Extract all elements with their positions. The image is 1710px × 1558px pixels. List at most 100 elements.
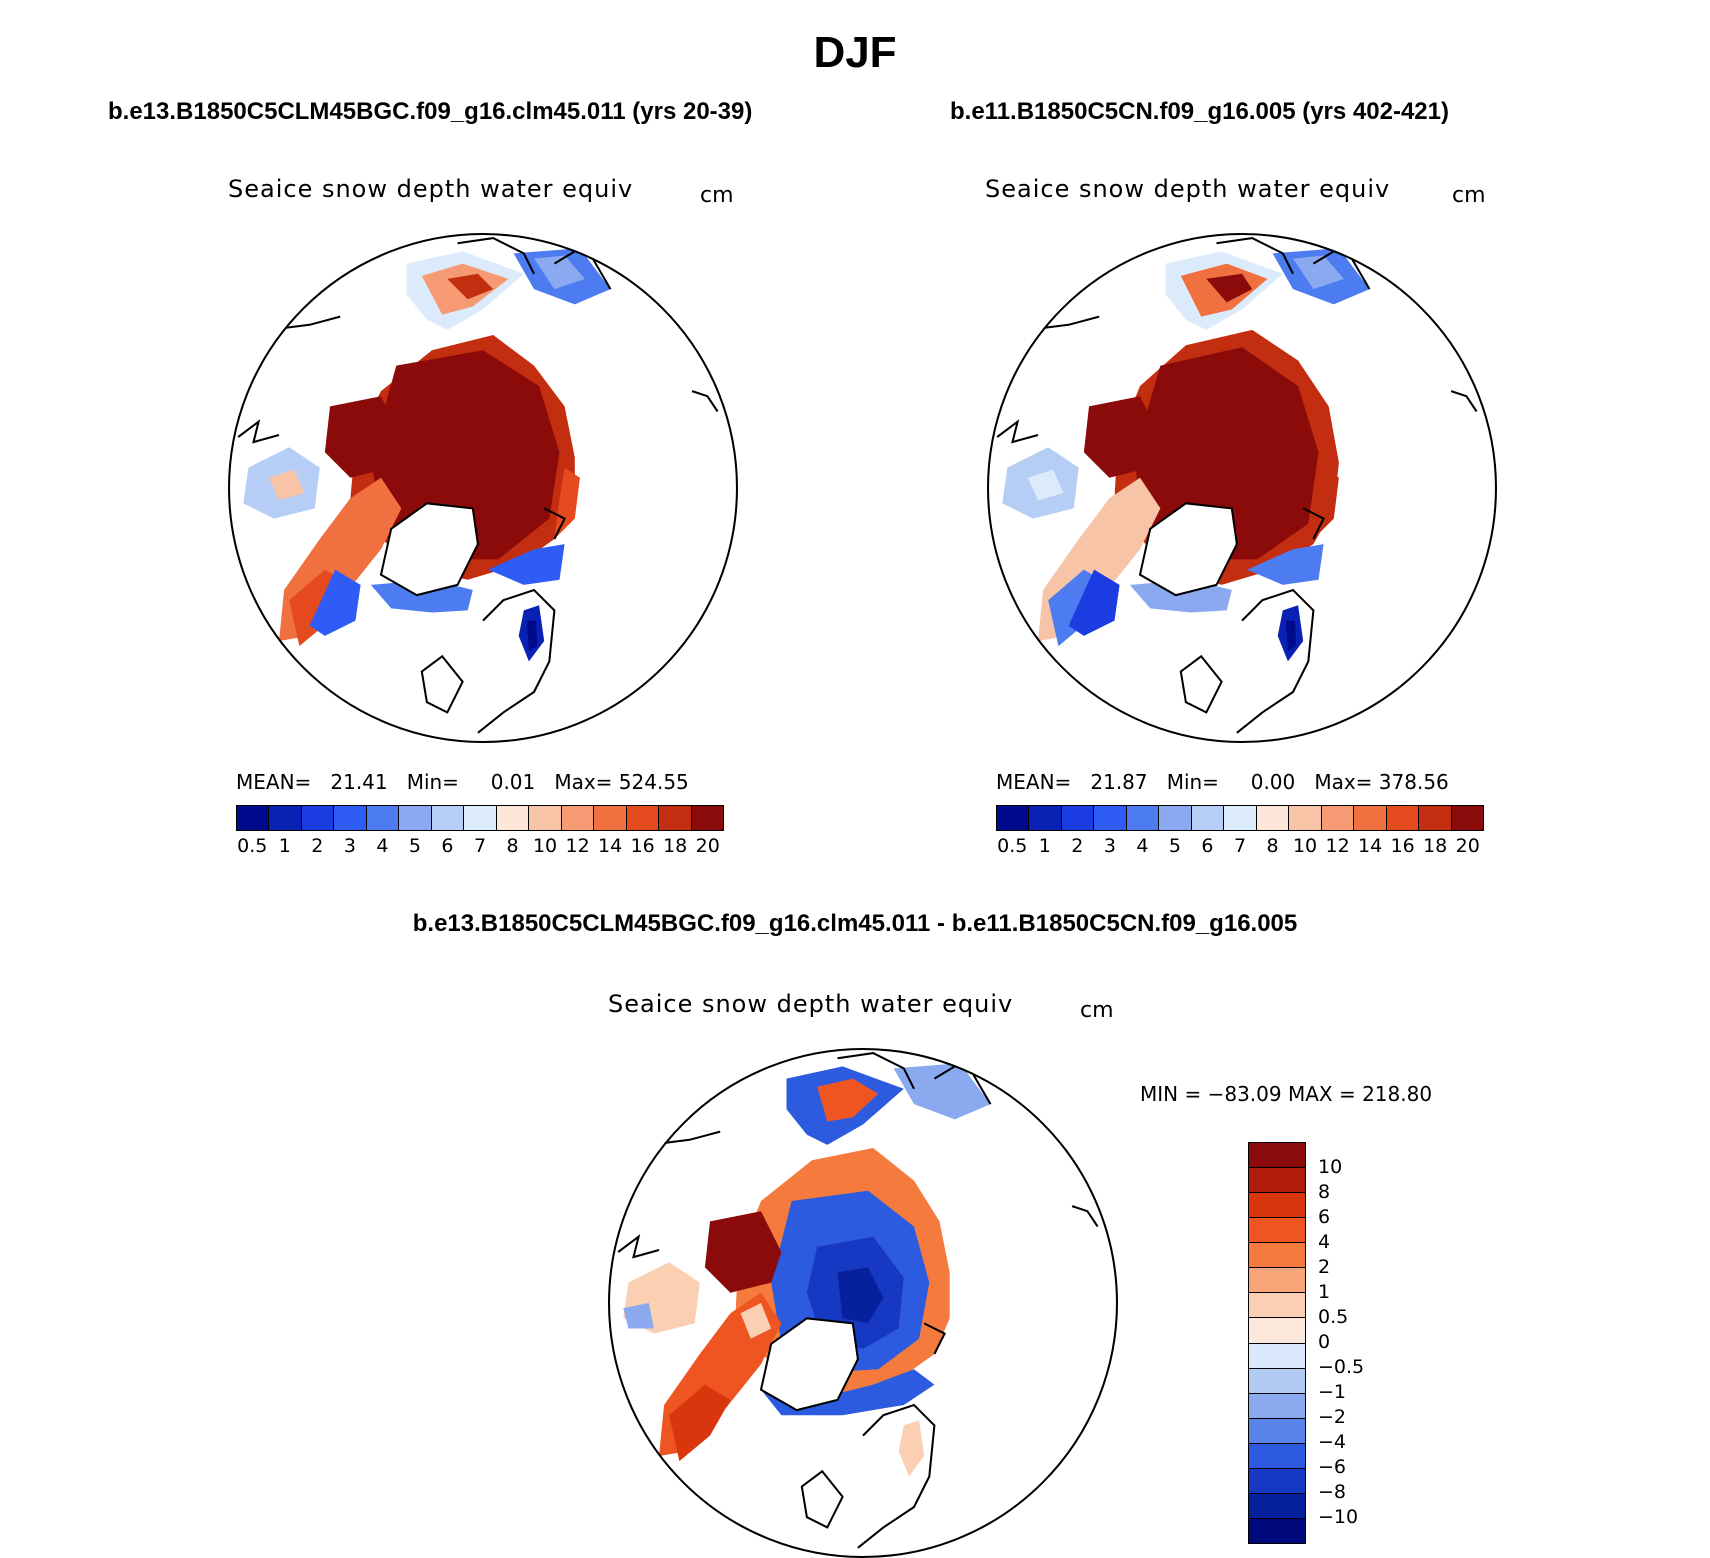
right-stats: MEAN= 21.87 Min= 0.00 Max= 378.56 xyxy=(996,770,1449,794)
colorbar-label: 4 xyxy=(376,835,389,857)
colorbar-swatch xyxy=(431,806,465,830)
colorbar-swatch xyxy=(1249,1318,1305,1344)
colorbar-label: 4 xyxy=(1136,835,1149,857)
colorbar-swatch xyxy=(1094,806,1127,830)
page-title: DJF xyxy=(813,28,897,77)
right-case-title: b.e11.B1850C5CN.f09_g16.005 (yrs 402-421… xyxy=(950,98,1449,125)
colorbar-label: 7 xyxy=(1233,835,1247,857)
colorbar-label: 6 xyxy=(1318,1206,1331,1228)
colorbar-swatch xyxy=(1386,806,1420,830)
colorbar-swatch xyxy=(626,806,660,830)
colorbar-label: 10 xyxy=(1318,1156,1343,1178)
colorbar-swatch xyxy=(1249,1168,1305,1194)
colorbar-swatch xyxy=(561,806,595,830)
colorbar-swatch xyxy=(334,806,367,830)
colorbar-swatch xyxy=(366,806,400,830)
colorbar-label: 3 xyxy=(343,835,356,857)
colorbar-swatch xyxy=(691,806,724,830)
colorbar-swatch xyxy=(1321,806,1355,830)
colorbar-label: 10 xyxy=(1292,835,1318,857)
colorbar-swatch xyxy=(464,806,497,830)
colorbar-swatch xyxy=(1249,1418,1305,1444)
colorbar-label: 8 xyxy=(1318,1181,1331,1203)
colorbar-swatch xyxy=(1249,1493,1305,1519)
left-stats: MEAN= 21.41 Min= 0.01 Max= 524.55 xyxy=(236,770,689,794)
colorbar-label: −1 xyxy=(1318,1381,1347,1403)
colorbar-swatch xyxy=(237,806,270,830)
colorbar-swatch xyxy=(997,806,1030,830)
colorbar-label: 18 xyxy=(1423,835,1448,857)
colorbar-swatch xyxy=(1249,1518,1305,1543)
colorbar-swatch xyxy=(1249,1443,1305,1469)
colorbar-swatch xyxy=(529,806,562,830)
colorbar-label: −0.5 xyxy=(1318,1356,1365,1378)
left-variable-title: Seaice snow depth water equiv xyxy=(228,175,634,203)
colorbar-label: 0 xyxy=(1318,1331,1331,1353)
colorbar-swatch xyxy=(1289,806,1322,830)
colorbar-swatch xyxy=(659,806,692,830)
right-units: cm xyxy=(1452,183,1486,208)
colorbar-swatch xyxy=(594,806,627,830)
colorbar-swatch xyxy=(1126,806,1160,830)
colorbar-label: 8 xyxy=(1266,835,1279,857)
colorbar-label: 14 xyxy=(1358,835,1383,857)
diff-units: cm xyxy=(1080,998,1114,1023)
colorbar-label: 12 xyxy=(1325,835,1350,857)
right-polar-map xyxy=(987,232,1497,743)
colorbar-label: −10 xyxy=(1318,1506,1359,1528)
left-colorbar xyxy=(236,805,724,831)
diff-polar-map xyxy=(608,1048,1118,1558)
colorbar-swatch xyxy=(1249,1293,1305,1319)
left-colorbar-labels: 0.5 1 2 3 4 5 6 7 8 10 12 14 16 18 20 xyxy=(236,835,724,859)
left-units: cm xyxy=(700,183,734,208)
colorbar-label: 0.5 xyxy=(997,835,1028,857)
colorbar-swatch xyxy=(1029,806,1062,830)
colorbar-label: −8 xyxy=(1318,1481,1347,1503)
left-case-title: b.e13.B1850C5CLM45BGC.f09_g16.clm45.011 … xyxy=(108,98,753,125)
colorbar-swatch xyxy=(1249,1268,1305,1294)
colorbar-label: 5 xyxy=(1168,835,1181,857)
colorbar-label: 0.5 xyxy=(237,835,268,857)
colorbar-swatch xyxy=(1224,806,1257,830)
colorbar-swatch xyxy=(1249,1193,1305,1219)
colorbar-label: 1 xyxy=(1318,1281,1331,1303)
colorbar-swatch xyxy=(269,806,302,830)
right-colorbar xyxy=(996,805,1484,831)
colorbar-label: 18 xyxy=(663,835,688,857)
colorbar-swatch xyxy=(496,806,530,830)
colorbar-swatch xyxy=(1354,806,1387,830)
diff-variable-title: Seaice snow depth water equiv xyxy=(608,990,1014,1018)
colorbar-label: 1 xyxy=(1038,835,1051,857)
colorbar-swatch xyxy=(1249,1343,1305,1369)
colorbar-label: 6 xyxy=(441,835,454,857)
colorbar-swatch xyxy=(1249,1468,1305,1494)
colorbar-label: −6 xyxy=(1318,1456,1347,1478)
diff-stats: MIN = −83.09 MAX = 218.80 xyxy=(1140,1082,1433,1106)
colorbar-label: 10 xyxy=(532,835,558,857)
colorbar-label: 12 xyxy=(565,835,590,857)
colorbar-label: 2 xyxy=(1318,1256,1331,1278)
colorbar-label: 0.5 xyxy=(1318,1306,1349,1328)
colorbar-label: 2 xyxy=(311,835,324,857)
colorbar-swatch xyxy=(1249,1368,1305,1394)
colorbar-label: 20 xyxy=(1455,835,1480,857)
colorbar-swatch xyxy=(399,806,432,830)
colorbar-label: 1 xyxy=(278,835,291,857)
colorbar-label: 16 xyxy=(1390,835,1415,857)
colorbar-swatch xyxy=(1159,806,1192,830)
colorbar-swatch xyxy=(1419,806,1452,830)
colorbar-swatch xyxy=(1061,806,1095,830)
colorbar-label: 16 xyxy=(630,835,655,857)
right-variable-title: Seaice snow depth water equiv xyxy=(985,175,1391,203)
colorbar-swatch xyxy=(1249,1218,1305,1244)
diff-case-title: b.e13.B1850C5CLM45BGC.f09_g16.clm45.011 … xyxy=(412,910,1298,937)
colorbar-label: 3 xyxy=(1103,835,1116,857)
colorbar-label: 8 xyxy=(506,835,519,857)
colorbar-label: 7 xyxy=(473,835,487,857)
colorbar-swatch xyxy=(1249,1243,1305,1269)
right-colorbar-labels: 0.5 1 2 3 4 5 6 7 8 10 12 14 16 18 20 xyxy=(996,835,1484,859)
colorbar-swatch xyxy=(1256,806,1290,830)
colorbar-swatch xyxy=(1451,806,1484,830)
colorbar-label: 20 xyxy=(695,835,720,857)
colorbar-label: 5 xyxy=(408,835,421,857)
